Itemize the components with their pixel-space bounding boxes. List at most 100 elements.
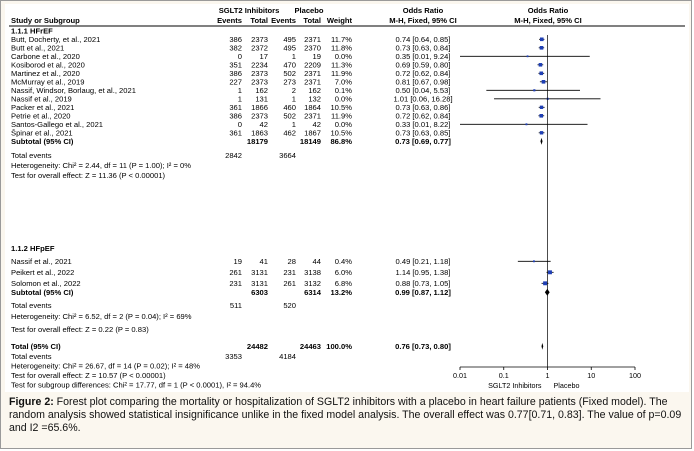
study-total-control: 2209 bbox=[304, 61, 321, 70]
study-events-control: 2 bbox=[292, 86, 296, 95]
caption-text: Forest plot comparing the mortality or h… bbox=[9, 396, 682, 434]
study-total-control: 44 bbox=[313, 257, 321, 266]
x-tick-label: 0.01 bbox=[453, 371, 467, 380]
study-point bbox=[539, 37, 544, 42]
study-events-treatment: 1 bbox=[238, 86, 242, 95]
header-events-treatment: Events bbox=[217, 16, 242, 25]
study-weight: 10.5% bbox=[330, 129, 352, 138]
study-total-treatment: 2373 bbox=[251, 69, 268, 78]
study-ci-text: 1.01 [0.06, 16.28] bbox=[393, 95, 452, 104]
study-ci-text: 0.73 [0.63, 0.86] bbox=[396, 103, 451, 112]
study-total-control: 3132 bbox=[304, 279, 321, 288]
subtotal-total-treatment: 18179 bbox=[247, 137, 268, 146]
header-treatment-group: SGLT2 Inhibitors bbox=[219, 6, 280, 15]
study-weight: 0.1% bbox=[335, 86, 353, 95]
study-point bbox=[538, 63, 543, 67]
total-events-treatment: 2842 bbox=[225, 151, 242, 160]
study-ci-text: 0.73 [0.63, 0.85] bbox=[396, 129, 451, 138]
total-events-treatment: 511 bbox=[230, 301, 242, 310]
caption-label: Figure 2: bbox=[9, 396, 54, 408]
total-events-control: 4184 bbox=[279, 352, 296, 361]
study-total-control: 19 bbox=[313, 52, 321, 61]
total-events-treatment: 3353 bbox=[225, 352, 242, 361]
x-tick-label: 100 bbox=[629, 371, 641, 380]
study-name: Butt, Docherty, et al., 2021 bbox=[11, 35, 100, 44]
study-events-treatment: 386 bbox=[229, 69, 242, 78]
total-diamond bbox=[541, 342, 544, 350]
header-control-group: Placebo bbox=[294, 6, 323, 15]
study-events-control: 495 bbox=[283, 35, 296, 44]
subgroup-heterogeneity: Heterogeneity: Chi² = 6.52, df = 2 (P = … bbox=[11, 312, 192, 321]
study-point bbox=[526, 55, 529, 58]
study-total-control: 162 bbox=[308, 86, 321, 95]
study-total-control: 2371 bbox=[304, 69, 321, 78]
study-name: Packer et al., 2021 bbox=[11, 103, 74, 112]
study-events-control: 470 bbox=[283, 61, 296, 70]
total-overall-effect: Test for overall effect: Z = 10.57 (P < … bbox=[11, 371, 166, 380]
header-total-treatment: Total bbox=[250, 16, 268, 25]
study-events-treatment: 261 bbox=[229, 268, 242, 277]
study-ci-text: 0.73 [0.63, 0.84] bbox=[396, 44, 451, 53]
study-name: Nassif, Windsor, Borlaug, et al., 2021 bbox=[11, 86, 136, 95]
subtotal-weight: 86.8% bbox=[330, 137, 352, 146]
study-events-control: 28 bbox=[288, 257, 296, 266]
subtotal-ci-text: 0.99 [0.87, 1.12] bbox=[395, 288, 451, 297]
study-events-control: 495 bbox=[283, 44, 296, 53]
study-weight: 11.9% bbox=[331, 69, 352, 78]
study-point bbox=[525, 123, 528, 126]
study-name: Martinez et al., 2020 bbox=[11, 69, 80, 78]
study-events-control: 261 bbox=[283, 279, 296, 288]
study-ci-text: 0.50 [0.04, 5.53] bbox=[396, 86, 451, 95]
study-events-treatment: 386 bbox=[229, 35, 242, 44]
x-tick-label: 1 bbox=[546, 371, 550, 380]
header-or-group: Odds Ratio bbox=[403, 6, 444, 15]
study-point bbox=[548, 270, 552, 275]
study-ci-text: 0.69 [0.59, 0.80] bbox=[396, 61, 451, 70]
study-weight: 10.5% bbox=[330, 103, 352, 112]
study-point bbox=[539, 105, 544, 109]
total-total-control: 24463 bbox=[300, 342, 321, 351]
study-weight: 11.8% bbox=[331, 44, 352, 53]
study-events-control: 1 bbox=[292, 52, 296, 61]
study-total-treatment: 42 bbox=[260, 120, 268, 129]
header-total-control: Total bbox=[303, 16, 321, 25]
study-point bbox=[539, 114, 544, 118]
study-name: McMurray et al., 2019 bbox=[11, 78, 84, 87]
study-events-treatment: 0 bbox=[238, 52, 242, 61]
subtotal-total-treatment: 6303 bbox=[251, 288, 268, 297]
total-events-control: 3664 bbox=[279, 151, 296, 160]
study-events-treatment: 231 bbox=[229, 279, 242, 288]
study-events-treatment: 0 bbox=[238, 120, 242, 129]
study-name: Santos-Gallego et al., 2021 bbox=[11, 120, 103, 129]
study-weight: 0.0% bbox=[335, 120, 353, 129]
study-events-control: 231 bbox=[283, 268, 296, 277]
study-total-control: 2371 bbox=[304, 78, 321, 87]
study-events-control: 273 bbox=[283, 78, 296, 87]
total-ci-text: 0.76 [0.73, 0.80] bbox=[395, 342, 451, 351]
subtotal-weight: 13.2% bbox=[330, 288, 352, 297]
header-events-control: Events bbox=[271, 16, 296, 25]
study-events-treatment: 19 bbox=[234, 257, 242, 266]
study-weight: 0.0% bbox=[335, 52, 353, 61]
x-tick-label: 0.1 bbox=[499, 371, 509, 380]
header-or-method: M-H, Fixed, 95% CI bbox=[389, 16, 457, 25]
subgroup-label: 1.1.1 HFrEF bbox=[11, 27, 53, 36]
subtotal-total-control: 18149 bbox=[300, 137, 321, 146]
subgroup-differences: Test for subgroup differences: Chi² = 17… bbox=[11, 381, 261, 390]
study-weight: 11.7% bbox=[331, 35, 352, 44]
study-name: Nassif et al., 2019 bbox=[11, 95, 72, 104]
study-events-treatment: 351 bbox=[229, 61, 242, 70]
study-name: Špinar et al., 2021 bbox=[11, 129, 73, 138]
study-weight: 0.4% bbox=[335, 257, 353, 266]
header-study: Study or Subgroup bbox=[11, 16, 80, 25]
study-events-treatment: 1 bbox=[238, 95, 242, 104]
study-weight: 0.0% bbox=[335, 95, 353, 104]
study-total-control: 1864 bbox=[304, 103, 321, 112]
total-total-treatment: 24482 bbox=[247, 342, 268, 351]
study-point bbox=[543, 281, 548, 286]
total-events-label: Total events bbox=[11, 301, 52, 310]
total-label: Total (95% CI) bbox=[11, 342, 61, 351]
study-total-treatment: 3131 bbox=[251, 279, 268, 288]
study-weight: 7.0% bbox=[335, 78, 353, 87]
subtotal-total-control: 6314 bbox=[304, 288, 322, 297]
